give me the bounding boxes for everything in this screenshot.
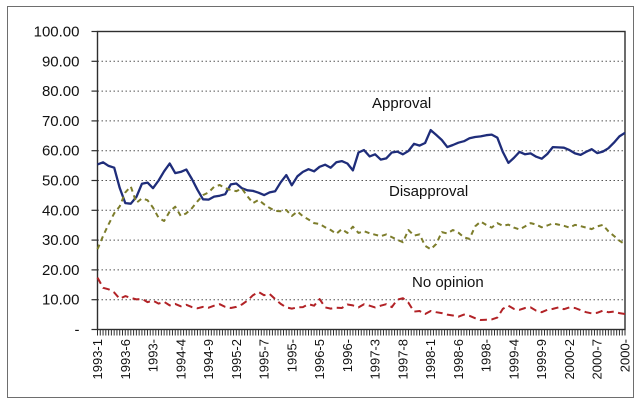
- x-tick-label: 1993-6: [118, 339, 133, 379]
- y-tick-label: 20.00: [42, 262, 80, 279]
- series-label-no-opinion: No opinion: [412, 274, 484, 291]
- y-tick-label: 40.00: [42, 202, 80, 219]
- disapproval-line: [96, 184, 626, 251]
- no-opinion-line: [96, 277, 626, 321]
- y-tick-label: 100.00: [34, 24, 80, 41]
- x-tick-label: 1993-1: [90, 339, 105, 379]
- y-tick-label: 30.00: [42, 232, 80, 249]
- x-tick-label: 1999-4: [506, 339, 521, 379]
- y-tick-label: 80.00: [42, 83, 80, 100]
- x-tick-label: 1995-: [284, 339, 299, 372]
- y-tick-label: -: [75, 322, 80, 339]
- y-tick-label: 50.00: [42, 173, 80, 190]
- x-tick-label: 1998-: [479, 339, 494, 372]
- x-tick-label: 1994-4: [173, 339, 188, 379]
- x-tick-label: 1996-5: [312, 339, 327, 379]
- x-tick-label: 2000-2: [562, 339, 577, 379]
- x-tick-label: 2000-7: [590, 339, 605, 379]
- x-tick-label: 1996-: [340, 339, 355, 372]
- y-tick-label: 90.00: [42, 53, 80, 70]
- y-tick-label: 10.00: [42, 292, 80, 309]
- x-tick-label: 1999-9: [534, 339, 549, 379]
- y-tick-label: 70.00: [42, 113, 80, 130]
- x-tick-label: 1993-: [146, 339, 161, 372]
- x-tick-label: 1995-2: [229, 339, 244, 379]
- x-tick-label: 1997-3: [368, 339, 383, 379]
- x-tick-label: 1997-8: [395, 339, 410, 379]
- series-label-approval: Approval: [372, 95, 432, 112]
- x-tick-label: 1998-1: [423, 339, 438, 379]
- x-tick-label: 2000-: [618, 339, 633, 372]
- series-label-disapproval: Disapproval: [389, 183, 469, 200]
- x-tick-label: 1998-6: [451, 339, 466, 379]
- approval-line: [97, 128, 626, 205]
- y-tick-label: 60.00: [42, 143, 80, 160]
- x-tick-label: 1995-7: [257, 339, 272, 379]
- x-tick-label: 1994-9: [201, 339, 216, 379]
